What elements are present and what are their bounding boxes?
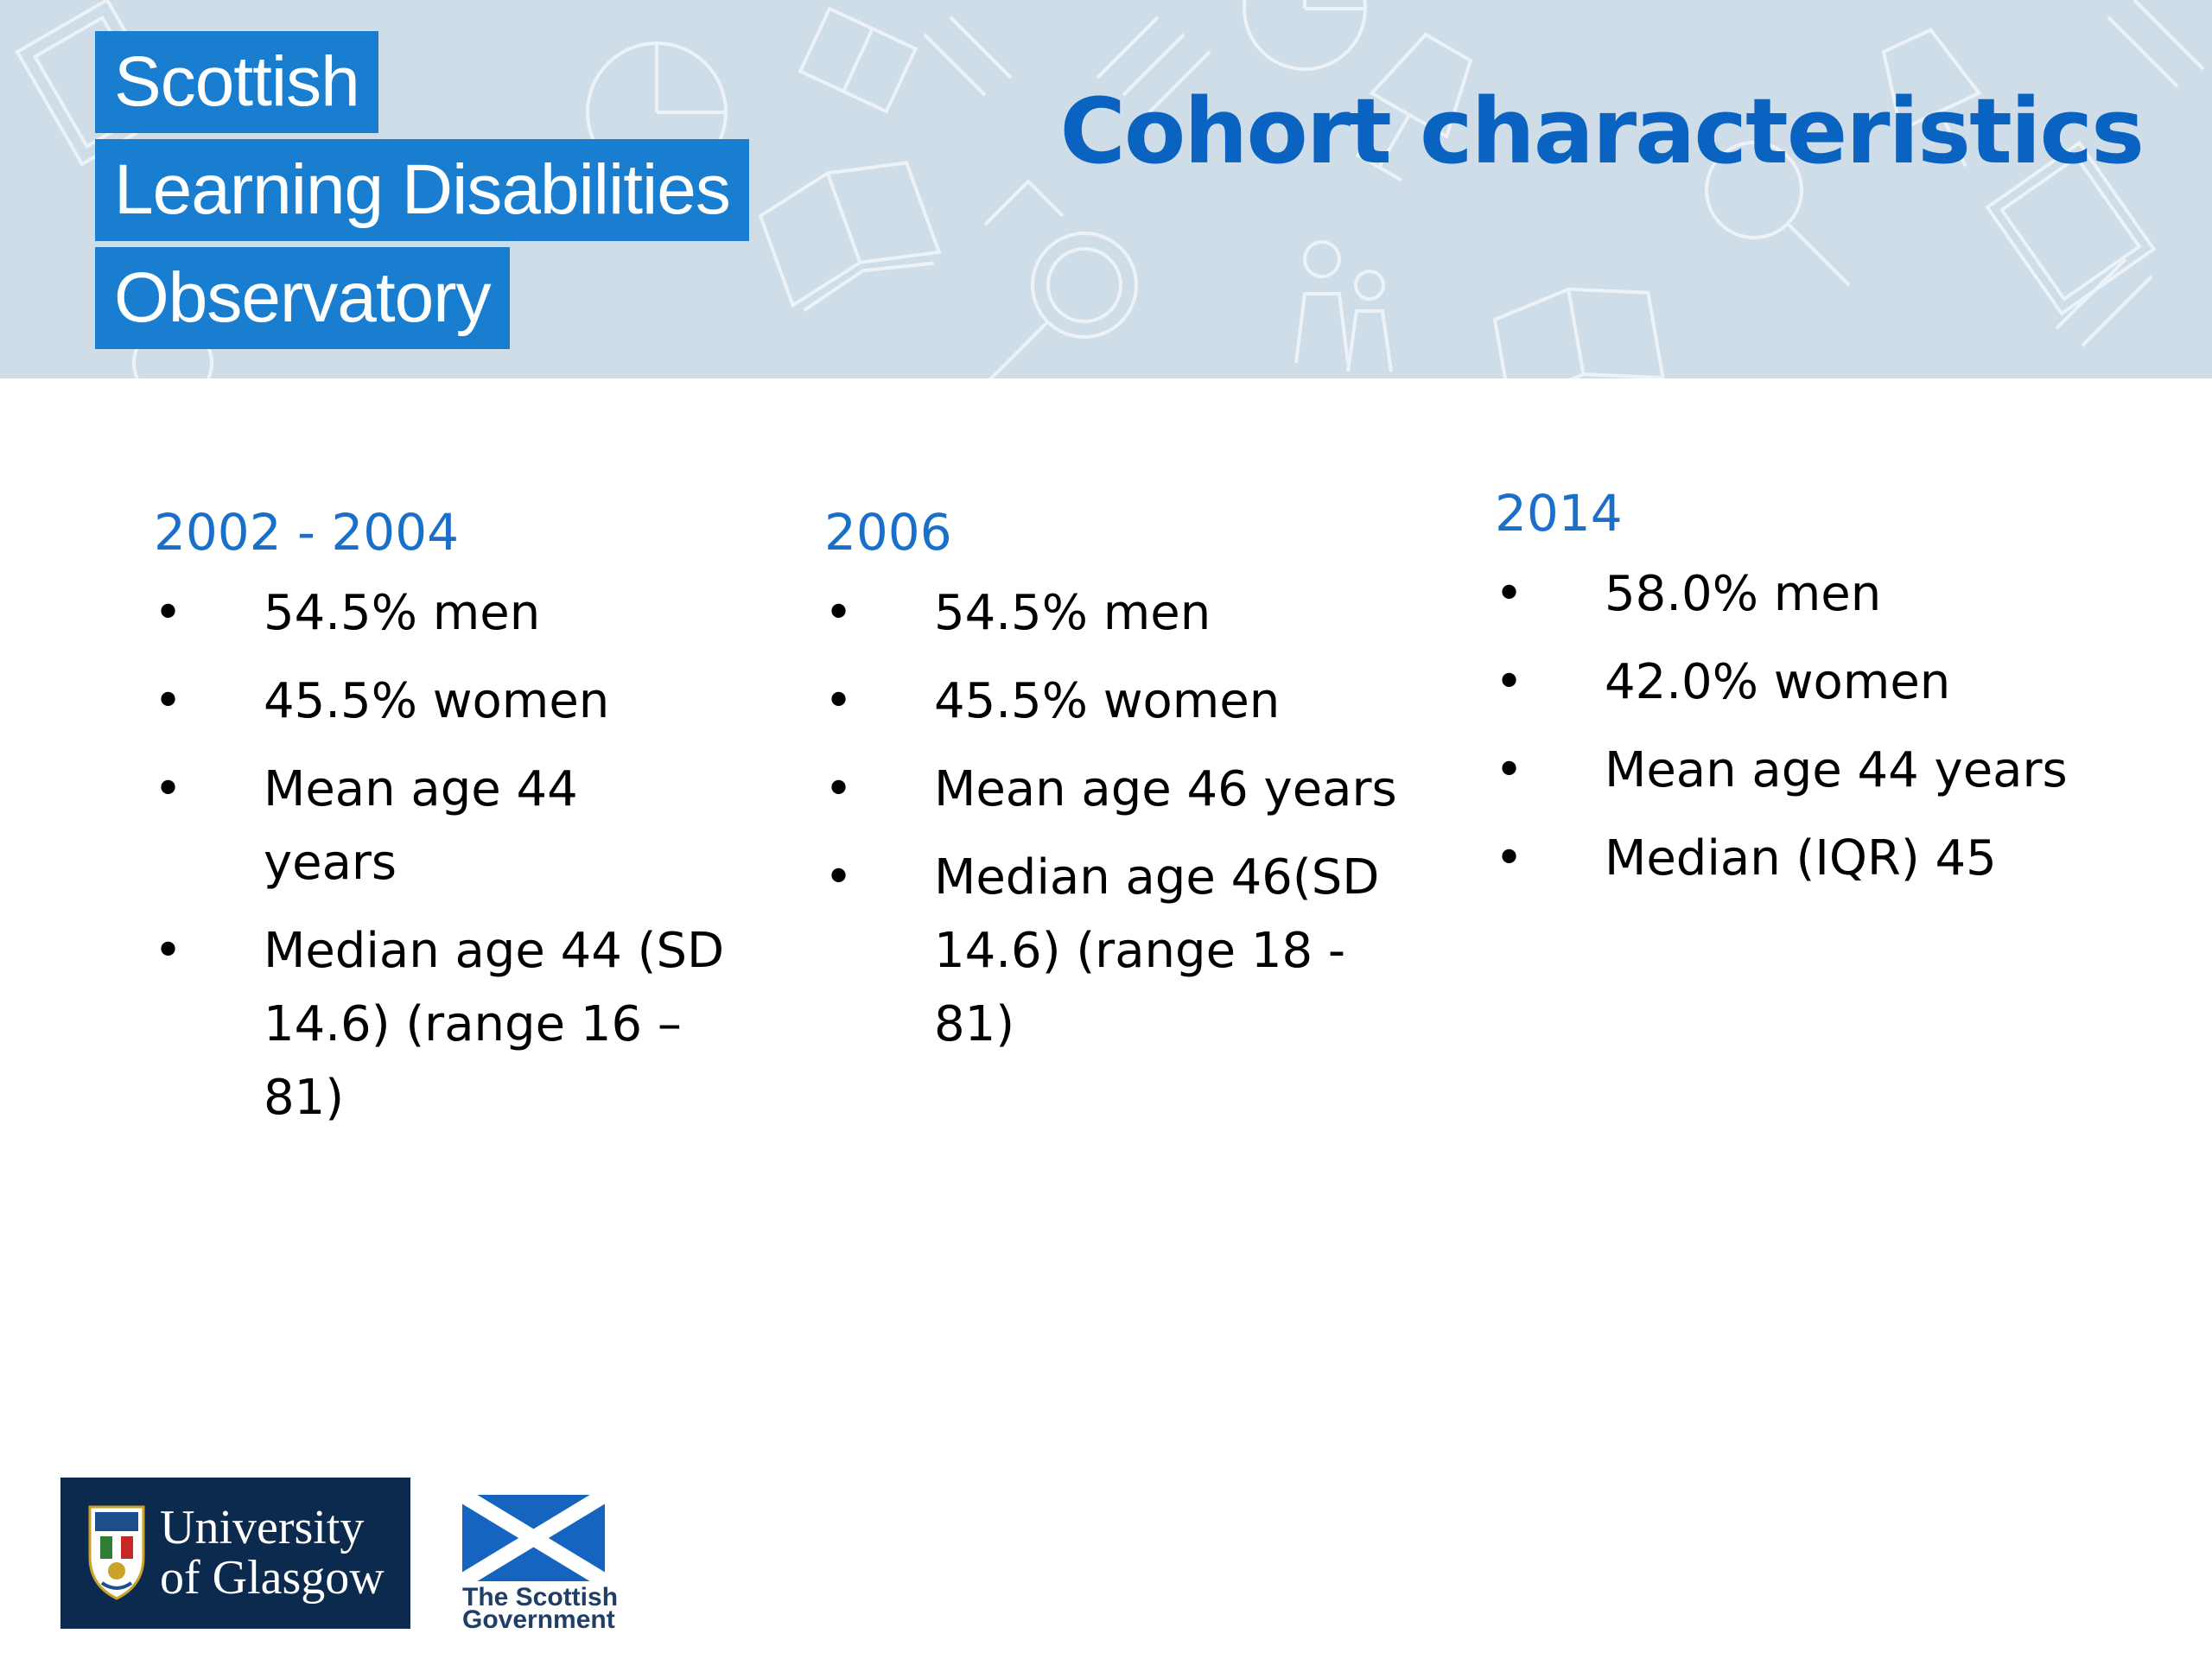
bullet-icon: •	[1495, 830, 1524, 887]
column-heading: 2006	[824, 503, 952, 562]
pie-chart-icon	[1243, 0, 1367, 71]
list-item-text: 45.5% women	[934, 673, 1281, 729]
university-name-line-1: University	[160, 1501, 365, 1554]
list-item-text: Mean age 44 years	[264, 761, 578, 891]
university-of-glasgow-logo: University of Glasgow	[60, 1478, 410, 1629]
list-item-text: Mean age 44 years	[1605, 742, 2068, 798]
bullet-icon: •	[154, 673, 183, 729]
list-item: • 58.0% men	[1495, 557, 2158, 631]
book-icon	[758, 161, 942, 313]
book-icon	[1985, 140, 2157, 316]
list-item-text: Mean age 46 years	[934, 761, 1397, 817]
bullet-icon: •	[1495, 654, 1524, 710]
list-item-text: Median (IQR) 45	[1605, 830, 1997, 887]
list-item-text: 45.5% women	[264, 673, 610, 729]
list-item-text: 54.5% men	[264, 585, 541, 641]
bullet-icon: •	[824, 761, 854, 817]
list-item-text: Median age 46(SD 14.6) (range 18 - 81)	[934, 849, 1380, 1052]
university-crest-icon	[88, 1505, 145, 1600]
column-heading: 2014	[1495, 484, 1623, 543]
bullet-icon: •	[154, 585, 183, 641]
logo-line-2: Learning Disabilities	[95, 139, 749, 241]
list-item: • Median (IQR) 45	[1495, 822, 2158, 895]
cohort-column-2002-2004: 2002 - 2004 • 54.5% men • 45.5% women • Mea…	[154, 497, 810, 1149]
bullet-list: • 58.0% men • 42.0% women • Mean age 44 yea…	[1495, 557, 2152, 895]
bullet-list: • 54.5% men • 45.5% women • Mean age 44 yea…	[154, 576, 810, 1135]
cohort-column-2014: 2014 • 58.0% men • 42.0% women • Mean age 4…	[1495, 478, 2152, 910]
list-item: • 54.5% men	[824, 576, 1414, 650]
list-item: • 54.5% men	[154, 576, 747, 650]
book-icon	[798, 6, 918, 114]
bullet-icon: •	[824, 849, 854, 906]
university-name-line-2: of Glasgow	[160, 1551, 385, 1605]
list-item: • Mean age 44 years	[1495, 734, 2158, 807]
government-name-line-2: Government	[462, 1605, 615, 1634]
list-item: • Mean age 44 years	[154, 753, 626, 899]
logo-line-3: Observatory	[95, 247, 510, 349]
scottish-government-logo: The Scottish Government	[458, 1495, 618, 1633]
list-item: • 42.0% women	[1495, 645, 2158, 719]
logo-line-1: Scottish	[95, 31, 378, 133]
list-item: • Mean age 46 years	[824, 753, 1414, 826]
people-icon	[1294, 240, 1393, 372]
bullet-icon: •	[824, 585, 854, 641]
magnifier-icon	[988, 232, 1138, 378]
lamp-icon	[1881, 28, 1982, 168]
government-name-line-1: The Scottish	[462, 1583, 619, 1611]
list-item: • Median age 46(SD 14.6) (range 18 - 81)	[824, 841, 1414, 1061]
bullet-icon: •	[824, 673, 854, 729]
lamp-icon	[1356, 32, 1473, 182]
bullet-icon: •	[154, 923, 183, 979]
bullet-icon: •	[154, 761, 183, 817]
list-item-text: 58.0% men	[1605, 566, 1882, 622]
bullet-icon: •	[1495, 742, 1524, 798]
magnifier-icon	[1705, 141, 1851, 287]
bullet-icon: •	[1495, 566, 1524, 622]
column-heading: 2002 - 2004	[154, 503, 460, 562]
header-banner: Scottish Learning Disabilities Observato…	[0, 0, 2212, 378]
bullet-list: • 54.5% men • 45.5% women • Mean age 46 yea…	[824, 576, 1481, 1061]
list-item-text: Median age 44 (SD 14.6) (range 16 – 81)	[264, 923, 725, 1126]
list-item-text: 42.0% women	[1605, 654, 1951, 710]
book-icon	[1492, 287, 1666, 378]
slide-title: Cohort characteristics	[1059, 79, 2145, 184]
list-item: • 45.5% women	[824, 664, 1414, 738]
cohort-column-2006: 2006 • 54.5% men • 45.5% women • Mean age 4…	[824, 497, 1481, 1076]
list-item: • Median age 44 (SD 14.6) (range 16 – 81)	[154, 914, 747, 1135]
list-item: • 45.5% women	[154, 664, 747, 738]
saltire-flag-icon	[462, 1495, 605, 1581]
list-item-text: 54.5% men	[934, 585, 1211, 641]
